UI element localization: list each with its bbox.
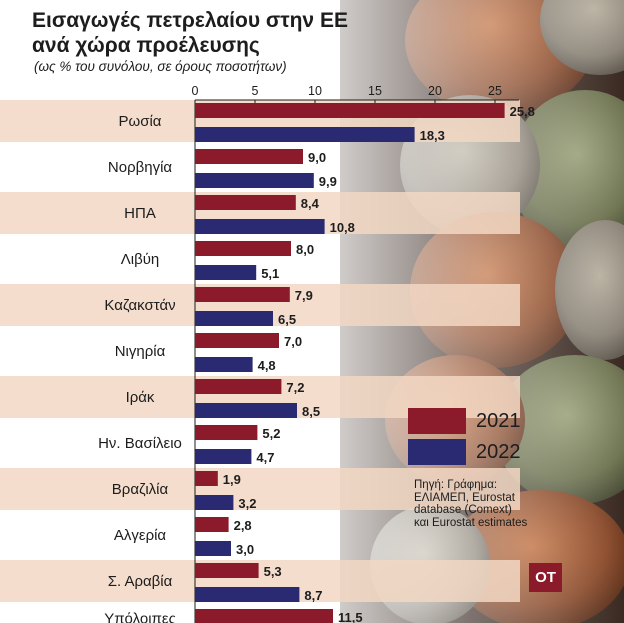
chart-title: Εισαγωγές πετρελαίου στην ΕΕ ανά χώρα πρ… [32,8,348,58]
category-label: Ιράκ [126,389,155,406]
bar-2021 [195,287,290,302]
data-label-2021: 7,9 [295,288,313,303]
category-label: Νορβηγία [108,159,173,176]
category-label: Ρωσία [119,113,162,130]
source-line-3: database (Comext) [414,504,512,517]
bar-2021 [195,517,229,532]
category-label: Καζακστάν [104,297,175,314]
bar-2022 [195,403,297,418]
legend-label-2021: 2021 [476,410,521,432]
legend-label-2022: 2022 [476,441,521,463]
source-note: Πηγή: Γράφημα: ΕΛΙΑΜΕΠ, Eurostat databas… [414,479,554,529]
data-label-2022: 4,8 [258,358,276,373]
data-label-2021: 7,2 [286,380,304,395]
data-label-2022: 4,7 [256,450,274,465]
bar-2021 [195,379,282,394]
chart-title-line-2: ανά χώρα προέλευσης [32,34,260,57]
data-label-2022: 3,0 [236,542,254,557]
x-tick-label: 20 [428,84,442,98]
data-label-2022: 9,9 [319,174,337,189]
x-tick-label: 0 [192,84,199,98]
data-label-2021: 5,2 [262,426,280,441]
category-label: ΗΠΑ [124,205,156,222]
bar-2022 [195,127,415,142]
category-label: Νιγηρία [115,343,166,360]
bar-2021 [195,425,258,440]
bar-2021 [195,195,296,210]
category-label: Υπόλοιπες [104,611,176,623]
bar-2022 [195,173,314,188]
data-label-2022: 10,8 [330,220,355,235]
category-label: Βραζιλία [112,481,169,498]
data-label-2021: 8,0 [296,242,314,257]
category-label: Ην. Βασίλειο [98,435,182,452]
bar-2022 [195,541,231,556]
bar-2021 [195,333,279,348]
source-line-1: Πηγή: Γράφημα: [414,479,498,491]
bar-2021 [195,103,505,118]
x-tick-label: 10 [308,84,322,98]
bar-2022 [195,449,252,464]
data-label-2021: 7,0 [284,334,302,349]
bar-2021 [195,149,303,164]
data-label-2022: 5,1 [261,266,279,281]
bar-2021 [195,471,218,486]
data-label-2021: 5,3 [264,564,282,579]
legend-swatch-2021 [408,408,466,434]
bar-2022 [195,265,257,280]
data-label-2021: 1,9 [223,472,241,487]
data-label-2022: 6,5 [278,312,296,327]
bar-2022 [195,357,253,372]
bar-2022 [195,311,273,326]
legend-item-2021: 2021 [408,408,588,434]
bar-2022 [195,495,234,510]
data-label-2022: 3,2 [238,496,256,511]
data-label-2021: 2,8 [234,518,252,533]
data-label-2021: 25,8 [510,104,535,119]
x-tick-label: 5 [252,84,259,98]
chart-title-line-1: Εισαγωγές πετρελαίου στην ΕΕ [32,9,348,32]
data-label-2022: 18,3 [420,128,445,143]
bar-2022 [195,587,300,602]
data-label-2021: 8,4 [301,196,320,211]
bar-2021 [195,609,333,623]
x-tick-label: 25 [488,84,502,98]
source-line-4: και Eurostat estimates [414,516,528,529]
legend-swatch-2022 [408,439,466,465]
bar-2022 [195,219,325,234]
category-label: Αλγερία [114,527,167,544]
source-line-2: ΕΛΙΑΜΕΠ, Eurostat [414,491,515,504]
bar-2021 [195,241,291,256]
ot-logo: ΟΤ [529,563,562,592]
category-label: Λιβύη [121,251,160,268]
bar-2021 [195,563,259,578]
data-label-2022: 8,5 [302,404,320,419]
row-band [0,468,520,510]
chart-subtitle: (ως % του συνόλου, σε όρους ποσοτήτων) [34,59,287,74]
data-label-2021: 11,5 [338,610,363,623]
legend-item-2022: 2022 [408,439,588,465]
category-label: Σ. Αραβία [108,573,173,590]
data-label-2022: 8,7 [304,588,322,603]
x-tick-label: 15 [368,84,382,98]
data-label-2021: 9,0 [308,150,326,165]
